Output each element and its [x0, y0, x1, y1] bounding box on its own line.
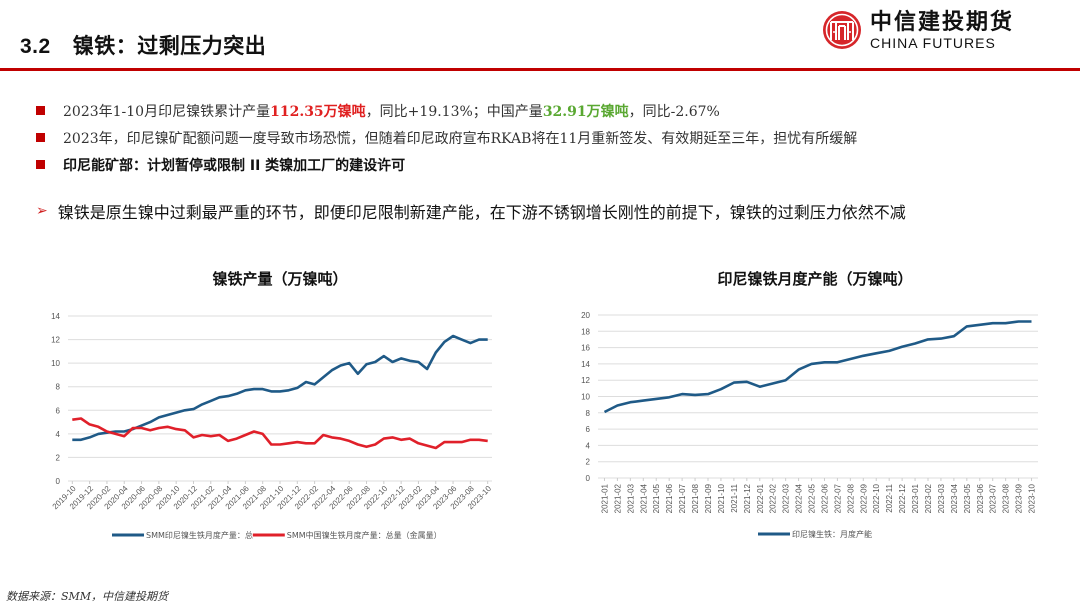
square-bullet-icon — [36, 160, 45, 169]
x-tick-label: 2021-10 — [717, 483, 726, 513]
y-tick-label: 16 — [581, 344, 590, 353]
y-tick-label: 14 — [581, 360, 590, 369]
section-number: 3.2 — [20, 35, 51, 58]
y-tick-label: 8 — [586, 409, 591, 418]
logo-chinese-name: 中信建投期货 — [870, 8, 1015, 35]
indonesia-output-highlight: 112.35万镍吨 — [270, 103, 366, 120]
x-tick-label: 2021-06 — [665, 483, 674, 513]
x-tick-label: 2021-08 — [691, 483, 700, 513]
y-tick-label: 8 — [56, 383, 61, 392]
y-tick-label: 10 — [581, 393, 590, 402]
x-tick-label: 2023-04 — [950, 483, 959, 513]
x-tick-label: 2023-05 — [963, 483, 972, 513]
y-tick-label: 12 — [51, 336, 60, 345]
x-tick-label: 2021-02 — [613, 483, 622, 513]
x-tick-label: 2022-02 — [769, 483, 778, 513]
x-tick-label: 2022-09 — [859, 483, 868, 513]
y-tick-label: 18 — [581, 327, 590, 336]
x-tick-label: 2022-10 — [872, 483, 881, 513]
x-tick-label: 2023-06 — [976, 483, 985, 513]
arrow-bullet-icon: ➢ — [36, 203, 48, 219]
header-divider — [0, 68, 1080, 71]
x-tick-label: 2022-06 — [820, 483, 829, 513]
page-title: 3.2 镍铁：过剩压力突出 — [20, 30, 266, 60]
x-tick-label: 2022-05 — [808, 483, 817, 513]
data-source: 数据来源：SMM，中信建投期货 — [6, 590, 169, 603]
bullet-item: 2023年1-10月印尼镍铁累计产量 112.35万镍吨 ，同比+19.13%；中国… — [36, 97, 857, 124]
series-line — [72, 334, 488, 442]
x-tick-label: 2022-04 — [795, 483, 804, 513]
china-output-highlight: 32.91万镍吨 — [542, 103, 629, 120]
x-tick-label: 2022-07 — [833, 483, 842, 513]
x-tick-label: 2023-03 — [937, 483, 946, 513]
x-tick-label: 2022-12 — [898, 483, 907, 513]
x-tick-label: 2021-01 — [600, 483, 609, 513]
y-tick-label: 6 — [56, 406, 61, 415]
x-tick-label: 2021-09 — [704, 483, 713, 513]
x-tick-label: 2021-05 — [652, 483, 661, 513]
x-tick-label: 2023-09 — [1015, 483, 1024, 513]
y-tick-label: 4 — [56, 430, 61, 439]
conclusion-text: ➢ 镍铁是原生镍中过剩最严重的环节，即便印尼限制新建产能，在下游不锈钢增长刚性的… — [36, 203, 906, 222]
y-tick-label: 2 — [56, 453, 61, 462]
y-tick-label: 12 — [581, 376, 590, 385]
bullet-list: 2023年1-10月印尼镍铁累计产量 112.35万镍吨 ，同比+19.13%；中国… — [36, 97, 857, 178]
x-tick-label: 2021-11 — [730, 483, 739, 512]
x-tick-label: 2023-02 — [924, 483, 933, 513]
y-tick-label: 2 — [586, 458, 591, 467]
y-tick-label: 10 — [51, 359, 60, 368]
legend-label: 印尼镍生铁：月度产能 — [792, 529, 872, 539]
y-tick-label: 14 — [51, 312, 60, 321]
chart-title-right: 印尼镍铁月度产能（万镍吨） — [717, 270, 913, 288]
x-tick-label: 2023-10 — [1028, 483, 1037, 513]
indonesia-capacity-chart: 0 2 4 6 8 10 12 14 16 18 20 2021-01 2021-02 2021-03 20… — [581, 311, 1038, 539]
x-tick-label: 2022-08 — [846, 483, 855, 513]
chart-title-left: 镍铁产量（万镍吨） — [212, 270, 348, 288]
nickel-pig-iron-output-chart: 024681012142019-102019-122020-022020-042… — [51, 312, 494, 540]
y-tick-label: 0 — [56, 477, 61, 486]
x-tick-label: 2022-11 — [885, 483, 894, 512]
x-tick-label: 2023-07 — [989, 483, 998, 513]
x-tick-label: 2021-12 — [743, 483, 752, 513]
y-tick-label: 6 — [586, 425, 591, 434]
section-title: 镍铁：过剩压力突出 — [72, 34, 267, 58]
y-tick-label: 20 — [581, 311, 590, 320]
bullet-item: 2023年，印尼镍矿配额问题一度导致市场恐慌，但随着印尼政府宣布RKAB将在11… — [36, 124, 857, 151]
bullet-item: 印尼能矿部：计划暂停或限制 II 类镍加工厂的建设许可 — [36, 151, 857, 178]
x-tick-label: 2022-01 — [756, 483, 765, 513]
y-tick-label: 4 — [586, 441, 591, 450]
series-line — [603, 320, 1032, 414]
x-tick-label: 2021-03 — [626, 483, 635, 513]
square-bullet-icon — [36, 133, 45, 142]
legend-label: SMM中国镍生铁月度产量：总量（金属量） — [287, 530, 442, 540]
x-tick-label: 2023-01 — [911, 483, 920, 513]
x-tick-label: 2021-04 — [639, 483, 648, 513]
x-tick-label: 2023-08 — [1002, 483, 1011, 513]
x-tick-label: 2021-07 — [678, 483, 687, 513]
legend-label: SMM印尼镍生铁月度产量：总 — [146, 530, 253, 540]
citic-logo-icon — [823, 11, 861, 49]
company-logo: 中信建投期货 CHINA FUTURES — [822, 10, 1014, 50]
series-line — [72, 417, 488, 450]
x-tick-label: 2022-03 — [782, 483, 791, 513]
y-tick-label: 0 — [586, 474, 591, 483]
square-bullet-icon — [36, 106, 45, 115]
logo-english-name: CHINA FUTURES — [870, 34, 996, 51]
